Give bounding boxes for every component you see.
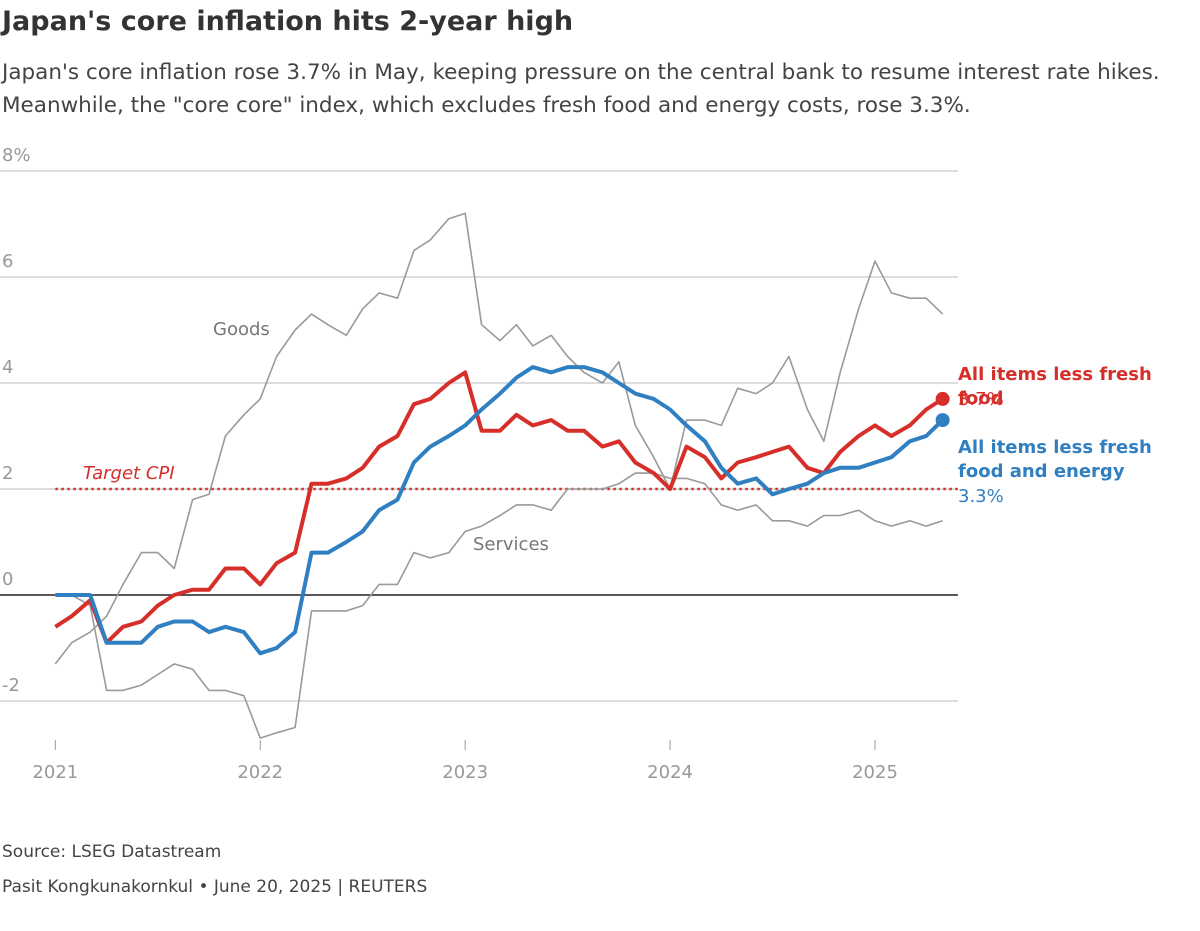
value-label: 3.7%	[958, 389, 1004, 410]
value-label: 3.3%	[958, 486, 1004, 507]
x-tick-label: 2021	[32, 762, 78, 783]
y-tick-label: 8%	[2, 145, 31, 166]
end-dot	[935, 413, 950, 428]
chart-subtitle: Japan's core inflation rose 3.7% in May,…	[2, 60, 1160, 118]
source-note: Source: LSEG Datastream	[2, 842, 222, 862]
series-label: Goods	[213, 319, 270, 340]
y-tick-label: 2	[2, 463, 13, 484]
x-tick-label: 2022	[237, 762, 283, 783]
series-line	[54, 370, 944, 645]
series-line	[55, 365, 944, 656]
y-tick-label: -2	[2, 675, 20, 696]
series-line	[55, 472, 943, 739]
credit-note: Pasit Kongkunakornkul • June 20, 2025 | …	[2, 877, 428, 897]
target-label: Target CPI	[83, 463, 175, 484]
series-label: All items less fresh food	[958, 364, 1152, 409]
y-tick-label: 6	[2, 251, 13, 272]
chart-title: Japan's core inflation hits 2-year high	[2, 6, 574, 37]
series-line	[54, 212, 944, 665]
y-tick-label: 4	[2, 357, 13, 378]
y-tick-label: 0	[2, 569, 13, 590]
x-tick-label: 2023	[442, 762, 488, 783]
end-dot	[935, 391, 950, 406]
series-label: Services	[473, 534, 549, 555]
series-label: All items less fresh food and energy	[958, 437, 1152, 482]
x-tick-label: 2024	[647, 762, 693, 783]
x-tick-label: 2025	[852, 762, 898, 783]
